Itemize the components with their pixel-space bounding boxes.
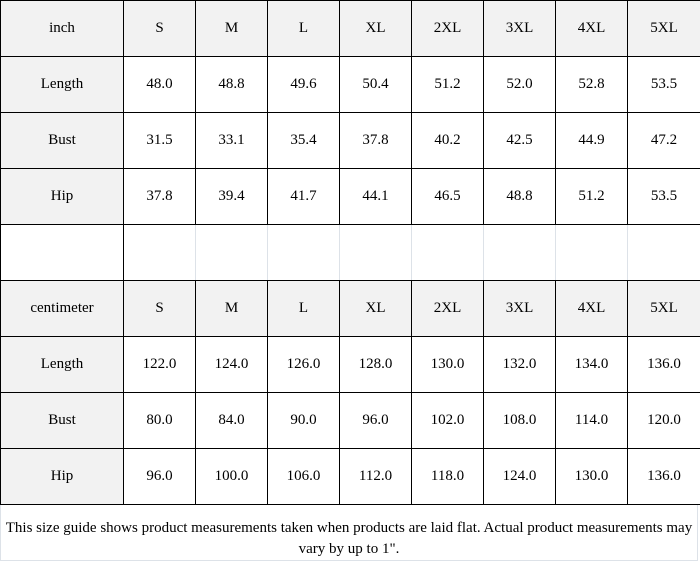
measurement-cell: 48.8 bbox=[195, 56, 268, 113]
measurement-cell: 84.0 bbox=[195, 392, 268, 449]
measurement-cell: 112.0 bbox=[339, 448, 412, 505]
measurement-cell: 49.6 bbox=[267, 56, 340, 113]
table-row: Length 48.0 48.8 49.6 50.4 51.2 52.0 52.8 53.5 bbox=[0, 56, 700, 113]
measurement-cell: 130.0 bbox=[411, 336, 484, 393]
row-label: Length bbox=[0, 56, 124, 113]
measurement-cell: 134.0 bbox=[555, 336, 628, 393]
size-header: L bbox=[267, 0, 340, 57]
empty-cell bbox=[0, 224, 124, 281]
measurement-cell: 51.2 bbox=[411, 56, 484, 113]
table-row: Bust 80.0 84.0 90.0 96.0 102.0 108.0 114.0 120.0 bbox=[0, 392, 700, 449]
size-header: 4XL bbox=[555, 280, 628, 337]
empty-cell bbox=[483, 224, 556, 281]
size-header: XL bbox=[339, 280, 412, 337]
table-row: Hip 96.0 100.0 106.0 112.0 118.0 124.0 130.0 136… bbox=[0, 448, 700, 505]
size-header: 5XL bbox=[627, 0, 700, 57]
empty-cell bbox=[411, 224, 484, 281]
measurement-cell: 120.0 bbox=[627, 392, 700, 449]
size-guide-note: This size guide shows product measuremen… bbox=[0, 505, 698, 561]
size-header: 5XL bbox=[627, 280, 700, 337]
measurement-cell: 102.0 bbox=[411, 392, 484, 449]
size-header: 3XL bbox=[483, 280, 556, 337]
row-label: Hip bbox=[0, 168, 124, 225]
empty-cell bbox=[339, 224, 412, 281]
header-row: inch S M L XL 2XL 3XL 4XL 5XL bbox=[0, 0, 700, 57]
empty-cell bbox=[267, 224, 340, 281]
measurement-cell: 132.0 bbox=[483, 336, 556, 393]
row-label: Bust bbox=[0, 392, 124, 449]
size-header: M bbox=[195, 280, 268, 337]
size-header: 4XL bbox=[555, 0, 628, 57]
size-header: M bbox=[195, 0, 268, 57]
spacer-row bbox=[0, 224, 700, 281]
unit-header: centimeter bbox=[0, 280, 124, 337]
measurement-cell: 40.2 bbox=[411, 112, 484, 169]
row-label: Hip bbox=[0, 448, 124, 505]
unit-header: inch bbox=[0, 0, 124, 57]
measurement-cell: 90.0 bbox=[267, 392, 340, 449]
size-header: L bbox=[267, 280, 340, 337]
measurement-cell: 136.0 bbox=[627, 448, 700, 505]
measurement-cell: 100.0 bbox=[195, 448, 268, 505]
empty-cell bbox=[195, 224, 268, 281]
measurement-cell: 52.8 bbox=[555, 56, 628, 113]
table-row: Length 122.0 124.0 126.0 128.0 130.0 132.0 134.… bbox=[0, 336, 700, 393]
empty-cell bbox=[555, 224, 628, 281]
size-header: S bbox=[123, 0, 196, 57]
measurement-cell: 46.5 bbox=[411, 168, 484, 225]
measurement-cell: 44.1 bbox=[339, 168, 412, 225]
measurement-cell: 41.7 bbox=[267, 168, 340, 225]
measurement-cell: 37.8 bbox=[339, 112, 412, 169]
measurement-cell: 118.0 bbox=[411, 448, 484, 505]
size-header: 2XL bbox=[411, 280, 484, 337]
size-header: XL bbox=[339, 0, 412, 57]
header-row: centimeter S M L XL 2XL 3XL 4XL 5XL bbox=[0, 280, 700, 337]
measurement-cell: 114.0 bbox=[555, 392, 628, 449]
measurement-cell: 44.9 bbox=[555, 112, 628, 169]
measurement-cell: 124.0 bbox=[195, 336, 268, 393]
measurement-cell: 31.5 bbox=[123, 112, 196, 169]
measurement-cell: 39.4 bbox=[195, 168, 268, 225]
table-row: Bust 31.5 33.1 35.4 37.8 40.2 42.5 44.9 47.2 bbox=[0, 112, 700, 169]
size-header: 3XL bbox=[483, 0, 556, 57]
empty-cell bbox=[123, 224, 196, 281]
measurement-cell: 53.5 bbox=[627, 56, 700, 113]
row-label: Length bbox=[0, 336, 124, 393]
measurement-cell: 106.0 bbox=[267, 448, 340, 505]
measurement-cell: 122.0 bbox=[123, 336, 196, 393]
measurement-cell: 136.0 bbox=[627, 336, 700, 393]
measurement-cell: 50.4 bbox=[339, 56, 412, 113]
row-label: Bust bbox=[0, 112, 124, 169]
measurement-cell: 35.4 bbox=[267, 112, 340, 169]
size-header: 2XL bbox=[411, 0, 484, 57]
measurement-cell: 124.0 bbox=[483, 448, 556, 505]
measurement-cell: 48.8 bbox=[483, 168, 556, 225]
measurement-cell: 130.0 bbox=[555, 448, 628, 505]
measurement-cell: 126.0 bbox=[267, 336, 340, 393]
size-chart-table: inch S M L XL 2XL 3XL 4XL 5XL Length 48.0 48.8 49.6 5… bbox=[0, 0, 700, 505]
size-header: S bbox=[123, 280, 196, 337]
measurement-cell: 51.2 bbox=[555, 168, 628, 225]
measurement-cell: 42.5 bbox=[483, 112, 556, 169]
table-row: Hip 37.8 39.4 41.7 44.1 46.5 48.8 51.2 53.5 bbox=[0, 168, 700, 225]
measurement-cell: 48.0 bbox=[123, 56, 196, 113]
measurement-cell: 52.0 bbox=[483, 56, 556, 113]
measurement-cell: 33.1 bbox=[195, 112, 268, 169]
measurement-cell: 80.0 bbox=[123, 392, 196, 449]
measurement-cell: 128.0 bbox=[339, 336, 412, 393]
empty-cell bbox=[627, 224, 700, 281]
measurement-cell: 96.0 bbox=[123, 448, 196, 505]
measurement-cell: 108.0 bbox=[483, 392, 556, 449]
measurement-cell: 37.8 bbox=[123, 168, 196, 225]
measurement-cell: 96.0 bbox=[339, 392, 412, 449]
measurement-cell: 53.5 bbox=[627, 168, 700, 225]
measurement-cell: 47.2 bbox=[627, 112, 700, 169]
